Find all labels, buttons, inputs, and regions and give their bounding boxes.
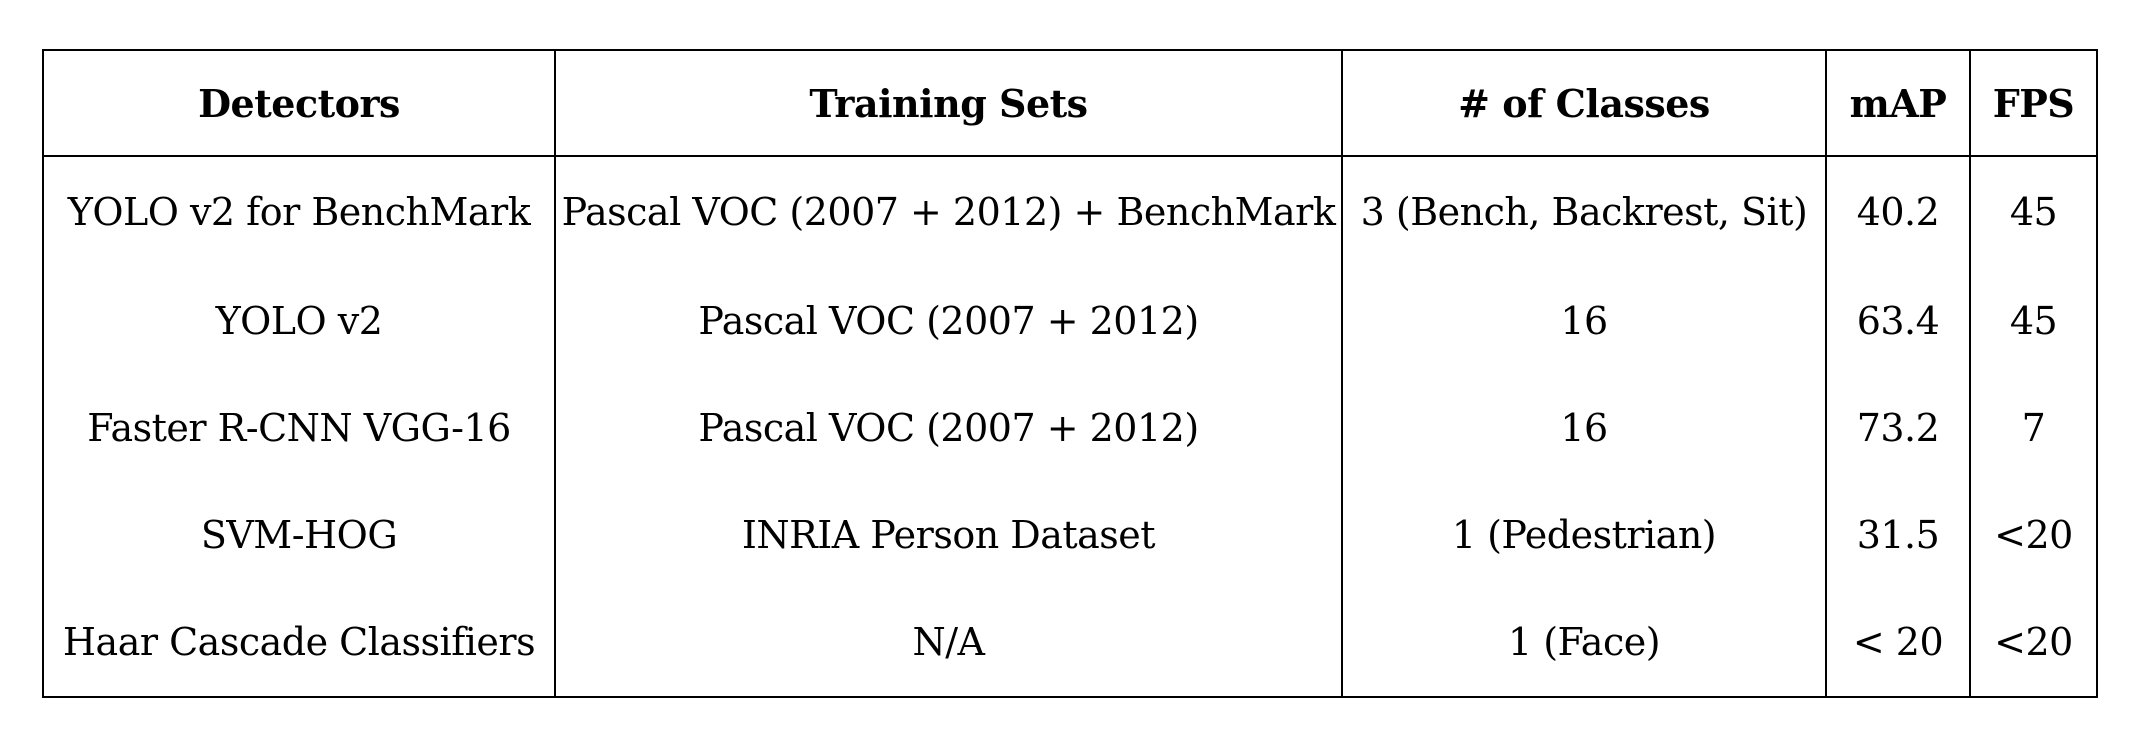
table-row: YOLO v2 Pascal VOC (2007 + 2012) 16 63.4… <box>42 267 2098 374</box>
cell-training-set: INRIA Person Dataset <box>554 481 1343 588</box>
header-training-sets: Training Sets <box>554 49 1343 157</box>
cell-detector: SVM-HOG <box>42 481 556 588</box>
cell-fps: 45 <box>1969 156 2098 267</box>
cell-fps: <20 <box>1969 481 2098 588</box>
table-row: SVM-HOG INRIA Person Dataset 1 (Pedestri… <box>42 481 2098 588</box>
cell-training-set: Pascal VOC (2007 + 2012) <box>554 267 1343 374</box>
comparison-table-container: Detectors Training Sets # of Classes mAP… <box>42 49 2098 698</box>
table-row: Haar Cascade Classifiers N/A 1 (Face) < … <box>42 588 2098 698</box>
header-map: mAP <box>1825 49 1971 157</box>
header-row: Detectors Training Sets # of Classes mAP… <box>42 49 2098 157</box>
cell-training-set: N/A <box>554 588 1343 698</box>
cell-map: 40.2 <box>1825 156 1971 267</box>
cell-map: < 20 <box>1825 588 1971 698</box>
table-header: Detectors Training Sets # of Classes mAP… <box>42 49 2098 157</box>
cell-fps: 7 <box>1969 374 2098 481</box>
table-row: Faster R-CNN VGG-16 Pascal VOC (2007 + 2… <box>42 374 2098 481</box>
table-row: YOLO v2 for BenchMark Pascal VOC (2007 +… <box>42 156 2098 267</box>
cell-training-set: Pascal VOC (2007 + 2012) + BenchMark <box>554 156 1343 267</box>
detector-comparison-table: Detectors Training Sets # of Classes mAP… <box>42 49 2098 698</box>
cell-detector: Haar Cascade Classifiers <box>42 588 556 698</box>
cell-map: 73.2 <box>1825 374 1971 481</box>
cell-training-set: Pascal VOC (2007 + 2012) <box>554 374 1343 481</box>
table-body: YOLO v2 for BenchMark Pascal VOC (2007 +… <box>42 156 2098 698</box>
cell-classes: 1 (Face) <box>1341 588 1827 698</box>
cell-detector: Faster R-CNN VGG-16 <box>42 374 556 481</box>
cell-detector: YOLO v2 <box>42 267 556 374</box>
header-detectors: Detectors <box>42 49 556 157</box>
cell-classes: 3 (Bench, Backrest, Sit) <box>1341 156 1827 267</box>
cell-classes: 16 <box>1341 374 1827 481</box>
cell-fps: 45 <box>1969 267 2098 374</box>
header-num-classes: # of Classes <box>1341 49 1827 157</box>
cell-map: 31.5 <box>1825 481 1971 588</box>
cell-classes: 1 (Pedestrian) <box>1341 481 1827 588</box>
cell-classes: 16 <box>1341 267 1827 374</box>
header-fps: FPS <box>1969 49 2098 157</box>
cell-map: 63.4 <box>1825 267 1971 374</box>
cell-fps: <20 <box>1969 588 2098 698</box>
cell-detector: YOLO v2 for BenchMark <box>42 156 556 267</box>
